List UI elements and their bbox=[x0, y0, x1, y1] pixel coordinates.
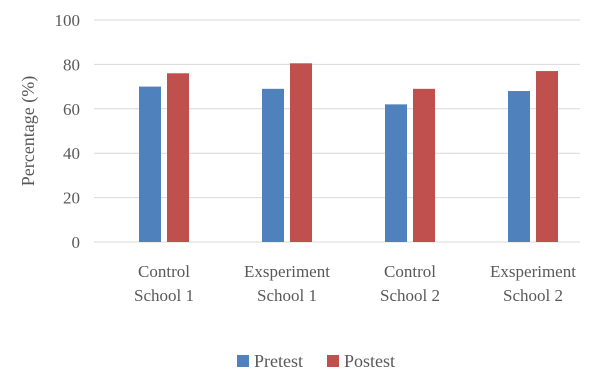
x-axis-category-labels: Control School 1 Exsperiment School 1 Contro… bbox=[134, 262, 576, 305]
y-tick-label: 100 bbox=[55, 11, 81, 30]
x-category-label: Exsperiment School 1 bbox=[244, 262, 330, 305]
y-tick-label: 40 bbox=[63, 144, 80, 163]
legend-label-pretest: Pretest bbox=[254, 351, 303, 371]
bar-pretest-2 bbox=[262, 88, 284, 242]
legend-label-postest: Postest bbox=[344, 351, 395, 371]
y-tick-label: 60 bbox=[63, 100, 80, 119]
gridlines bbox=[94, 19, 580, 243]
y-tick-label: 20 bbox=[63, 189, 80, 208]
x-category-label: Control School 2 bbox=[380, 262, 440, 305]
bar-pretest-4 bbox=[508, 91, 530, 242]
legend: Pretest Postest bbox=[237, 351, 395, 371]
bar-pretest-3 bbox=[385, 104, 407, 242]
bar-postest-4 bbox=[536, 71, 558, 242]
y-axis-label: Percentage (%) bbox=[18, 76, 39, 186]
y-axis-tick-labels: 0 20 40 60 80 100 bbox=[55, 11, 81, 252]
bar-postest-2 bbox=[290, 63, 312, 242]
legend-swatch-postest bbox=[327, 355, 339, 367]
x-category-label: Control School 1 bbox=[134, 262, 194, 305]
bar-postest-1 bbox=[167, 73, 189, 242]
bar-postest-3 bbox=[413, 88, 435, 242]
bars bbox=[139, 63, 558, 242]
x-category-label: Exsperiment School 2 bbox=[490, 262, 576, 305]
y-tick-label: 80 bbox=[63, 55, 80, 74]
bar-pretest-1 bbox=[139, 86, 161, 242]
y-tick-label: 0 bbox=[72, 233, 81, 252]
legend-swatch-pretest bbox=[237, 355, 249, 367]
